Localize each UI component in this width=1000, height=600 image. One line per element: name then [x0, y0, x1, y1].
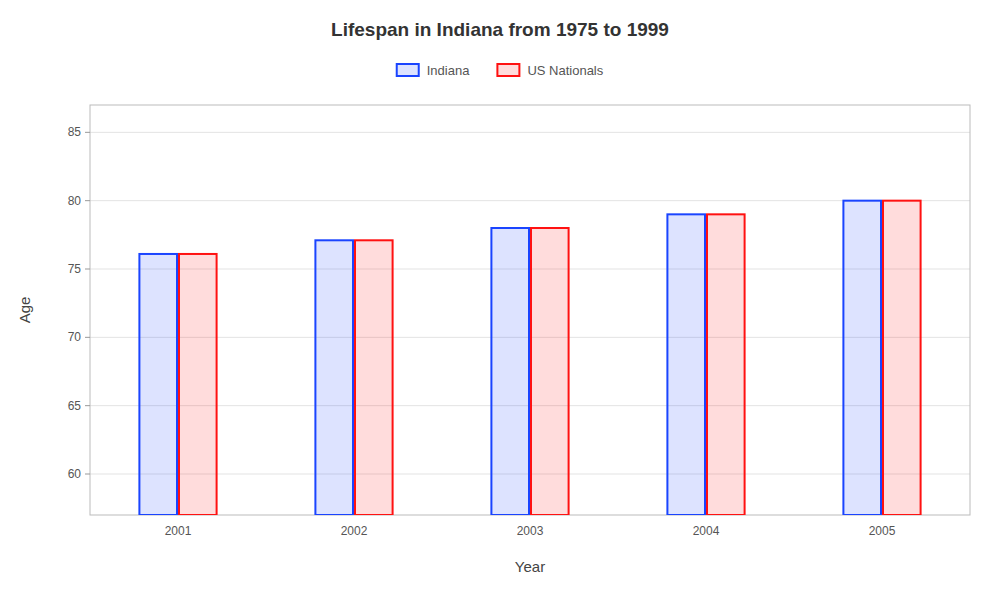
x-tick-label: 2002: [341, 524, 368, 538]
bar: [139, 254, 177, 515]
x-tick-label: 2003: [517, 524, 544, 538]
x-tick-label: 2005: [869, 524, 896, 538]
y-tick-label: 85: [68, 125, 82, 139]
legend-item: Indiana: [397, 63, 470, 78]
legend-item: US Nationals: [497, 63, 603, 78]
bar: [179, 254, 217, 515]
legend-label: US Nationals: [527, 63, 603, 78]
y-tick-label: 75: [68, 262, 82, 276]
legend-swatch: [397, 64, 419, 76]
bar: [883, 201, 921, 515]
x-axis: 2001 2002 2003 2004 2005: [165, 524, 896, 538]
x-tick-label: 2004: [693, 524, 720, 538]
legend-label: Indiana: [427, 63, 470, 78]
grid-line: [90, 200, 970, 201]
bar: [531, 228, 569, 515]
bars: [139, 201, 920, 515]
chart-svg: 60 65 70 75 80 85 2001 2002 2003 2004 2005 Lifespan…: [0, 0, 1000, 600]
x-tick-label: 2001: [165, 524, 192, 538]
y-tick: [85, 200, 90, 201]
y-tick: [85, 474, 90, 475]
bar: [707, 214, 745, 515]
bar: [667, 214, 705, 515]
plot-frame: [90, 105, 970, 515]
y-axis: 60 65 70 75 80 85: [68, 125, 90, 481]
y-tick-label: 60: [68, 467, 82, 481]
y-tick-label: 80: [68, 194, 82, 208]
grid-line: [90, 132, 970, 133]
y-tick-label: 70: [68, 330, 82, 344]
bar: [491, 228, 529, 515]
y-tick: [85, 269, 90, 270]
y-tick: [85, 132, 90, 133]
chart-container: 60 65 70 75 80 85 2001 2002 2003 2004 2005 Lifespan…: [0, 0, 1000, 600]
legend-swatch: [497, 64, 519, 76]
bar: [843, 201, 881, 515]
x-axis-label: Year: [515, 558, 545, 575]
y-axis-label: Age: [16, 297, 33, 324]
bar: [355, 240, 393, 515]
legend: Indiana US Nationals: [397, 63, 604, 78]
y-tick: [85, 405, 90, 406]
bar: [315, 240, 353, 515]
title: Lifespan in Indiana from 1975 to 1999: [331, 19, 669, 40]
y-tick-label: 65: [68, 399, 82, 413]
y-tick: [85, 337, 90, 338]
